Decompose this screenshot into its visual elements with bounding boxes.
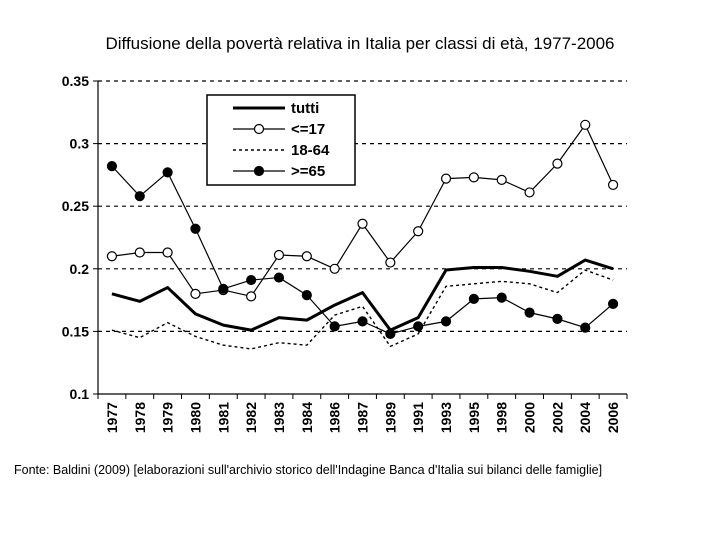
- x-tick-label: 2002: [549, 402, 565, 433]
- x-tick-label: 1993: [438, 402, 454, 433]
- chart-title: Diffusione della povertà relativa in Ita…: [105, 34, 615, 53]
- series-2-point: [357, 218, 368, 229]
- x-tick-label: 1995: [466, 402, 482, 433]
- series-4-point: [246, 274, 257, 286]
- x-tick-label: 1986: [327, 402, 343, 433]
- series-4-point: [468, 293, 479, 304]
- series-4-point: [106, 161, 118, 172]
- x-tick-label: 1977: [104, 402, 120, 433]
- series-2-point: [413, 226, 424, 237]
- source-note: Fonte: Baldini (2009) [elaborazioni sull…: [14, 463, 603, 477]
- series-4-line: [111, 165, 614, 335]
- series-4-point: [134, 191, 145, 202]
- series-2-point: [524, 187, 535, 198]
- series-2-point: [552, 158, 563, 169]
- series-4-point: [273, 272, 285, 283]
- series-2-point: [106, 251, 118, 262]
- series-2-point: [190, 288, 201, 299]
- series-2-point: [134, 247, 145, 258]
- series-4-point: [552, 313, 563, 324]
- gridlines: [98, 80, 627, 332]
- x-tick-label: 1978: [132, 402, 148, 433]
- x-tick-label: 1998: [494, 402, 510, 433]
- x-tick-label: 1984: [299, 402, 315, 433]
- series-2-point: [329, 263, 340, 274]
- y-tick-label: 0.35: [62, 73, 89, 89]
- series-2-point: [162, 247, 173, 258]
- y-tick-label: 0.1: [70, 386, 90, 402]
- series-4-point: [440, 316, 452, 327]
- series-2-point: [440, 173, 452, 184]
- legend: tutti <=17 18-64 >=65: [206, 94, 356, 186]
- legend-box: [206, 94, 356, 186]
- legend-label: 18-64: [291, 142, 330, 159]
- x-tick-label: 2006: [605, 402, 621, 433]
- series-4-point: [162, 167, 173, 178]
- series-2-point: [607, 179, 619, 191]
- legend-label: >=65: [291, 163, 325, 180]
- legend-label: tutti: [291, 100, 319, 117]
- series-1-line: [111, 258, 614, 332]
- series-2-point: [246, 291, 257, 302]
- series-4-point: [580, 322, 591, 333]
- y-tick-label: 0.25: [62, 198, 89, 214]
- x-tick-label: 1982: [243, 402, 259, 433]
- y-tick-label: 0.2: [70, 261, 90, 277]
- x-tick-labels: 1977 1978 1979 1980 1981 1982 1983 1984 1986 1987…: [104, 402, 621, 433]
- series-2-point: [385, 257, 396, 268]
- series-4-point: [218, 283, 229, 294]
- x-tick-label: 1980: [187, 402, 203, 433]
- series-4-point: [301, 289, 312, 301]
- legend-marker: [253, 123, 265, 135]
- series-4-point: [190, 223, 201, 234]
- series-4-point: [329, 321, 340, 332]
- series-3-line: [111, 269, 614, 350]
- series-2-point: [580, 119, 591, 130]
- x-tick-label: 2000: [522, 402, 538, 433]
- series-4-point: [496, 292, 507, 303]
- x-tick-label: 1989: [382, 402, 398, 433]
- series-2-point: [496, 174, 507, 186]
- series-4-point: [413, 321, 424, 332]
- series-4-point: [607, 298, 619, 309]
- legend-label: <=17: [291, 121, 325, 138]
- x-tick-label: 1983: [271, 402, 287, 433]
- axes: [93, 80, 628, 399]
- x-tick-label: 1987: [355, 402, 371, 433]
- series-lines: [106, 119, 619, 350]
- y-tick-label: 0.15: [62, 323, 89, 339]
- x-tick-label: 1981: [215, 402, 231, 433]
- y-tick-labels: 0.1 0.15 0.2 0.25 0.3 0.35: [62, 73, 89, 402]
- series-2-point: [273, 249, 285, 261]
- x-tick-label: 2004: [577, 402, 593, 433]
- x-tick-label: 1991: [410, 402, 426, 433]
- series-4-point: [524, 307, 535, 318]
- series-4-point: [385, 328, 396, 340]
- series-2-point: [301, 251, 312, 262]
- x-tick-label: 1979: [160, 402, 176, 433]
- series-2-point: [468, 172, 479, 183]
- legend-marker: [253, 165, 265, 177]
- series-4-point: [357, 316, 368, 327]
- y-tick-label: 0.3: [70, 136, 90, 152]
